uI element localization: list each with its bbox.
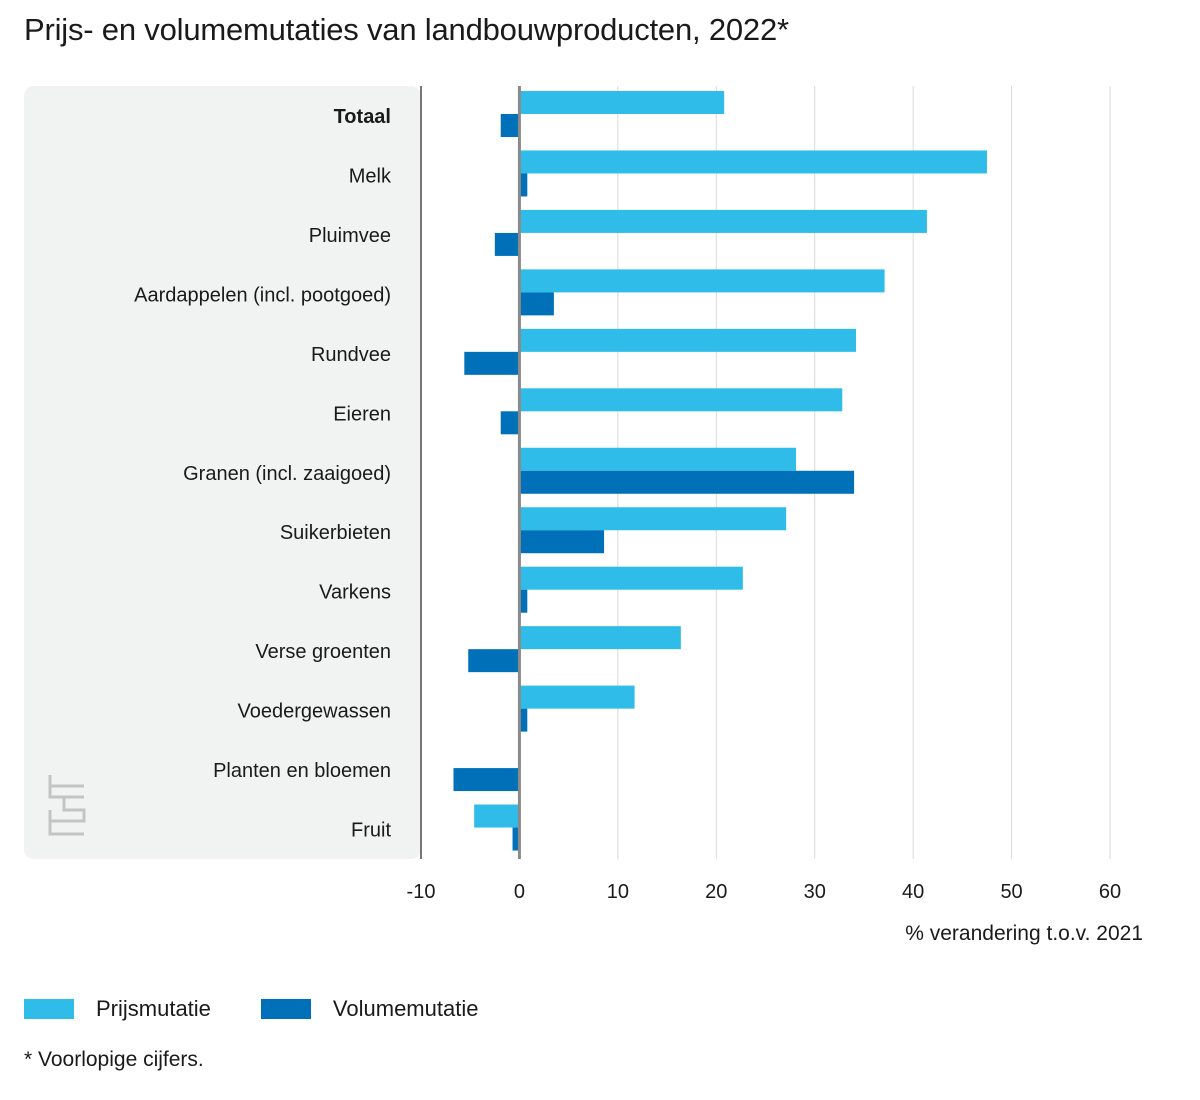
bar-volume: [494, 232, 520, 256]
bar-price: [519, 388, 843, 412]
category-label: Aardappelen (incl. pootgoed): [134, 284, 391, 306]
legend: Prijsmutatie Volumemutatie: [24, 996, 528, 1022]
bar-price: [519, 150, 987, 174]
bar-volume: [453, 768, 520, 792]
bar-price: [519, 91, 725, 114]
legend-item-volume: Volumemutatie: [260, 996, 479, 1022]
bar-price: [519, 566, 743, 590]
bar-volume: [519, 589, 528, 613]
bar-price: [519, 209, 927, 233]
bar-volume: [500, 411, 520, 435]
x-tick-label: 10: [607, 881, 629, 903]
cbs-logo-icon: [48, 775, 86, 836]
bar-price: [519, 507, 787, 531]
x-tick-label: -10: [407, 881, 436, 903]
bar-volume: [519, 470, 855, 494]
category-label: Granen (incl. zaaigoed): [183, 463, 391, 485]
x-axis-title: % verandering t.o.v. 2021: [905, 922, 1143, 945]
legend-swatch-volume: [260, 999, 311, 1019]
category-label: Totaal: [334, 106, 391, 128]
bar-volume: [519, 708, 528, 732]
bar-price: [474, 804, 520, 828]
category-label: Voedergewassen: [238, 701, 391, 723]
category-label: Melk: [349, 165, 392, 187]
bar-price: [519, 328, 857, 352]
bar-volume: [464, 351, 520, 375]
bar-price: [519, 269, 885, 293]
category-label: Fruit: [351, 820, 391, 842]
bars: [453, 91, 987, 851]
category-label: Rundvee: [311, 344, 391, 366]
bar-price: [519, 447, 797, 471]
legend-label-price: Prijsmutatie: [96, 996, 211, 1021]
bar-price: [519, 626, 681, 650]
x-tick-label: 20: [705, 881, 727, 903]
x-tick-label: 0: [514, 881, 525, 903]
footnote: * Voorlopige cijfers.: [24, 1048, 204, 1071]
category-label: Verse groenten: [255, 641, 391, 663]
bar-volume: [519, 530, 605, 554]
x-tick-labels: -10 0 10 20 30 40 50 60: [407, 881, 1122, 903]
bar-price: [519, 685, 635, 709]
chart-title: Prijs- en volumemutaties van landbouwpro…: [24, 12, 789, 47]
x-tick-label: 50: [1000, 881, 1022, 903]
category-label: Suikerbieten: [280, 522, 391, 544]
legend-label-volume: Volumemutatie: [332, 996, 479, 1021]
bar-volume: [519, 173, 528, 197]
bar-volume: [500, 114, 520, 137]
category-label: Pluimvee: [309, 225, 391, 247]
legend-item-price: Prijsmutatie: [24, 996, 211, 1022]
label-panel: [24, 86, 421, 859]
bar-volume: [512, 827, 520, 851]
category-label: Planten en bloemen: [213, 760, 391, 782]
x-tick-label: 40: [902, 881, 924, 903]
category-label: Varkens: [319, 582, 391, 604]
bar-volume: [519, 292, 554, 316]
legend-swatch-price: [24, 999, 74, 1019]
x-tick-label: 30: [804, 881, 826, 903]
bar-volume: [468, 649, 520, 673]
category-labels: Totaal Melk Pluimvee Aardappelen (incl. poo…: [134, 106, 392, 842]
bar-chart: Totaal Melk Pluimvee Aardappelen (incl. poo…: [24, 86, 1143, 945]
x-tick-label: 60: [1099, 881, 1121, 903]
category-label: Eieren: [333, 403, 391, 425]
